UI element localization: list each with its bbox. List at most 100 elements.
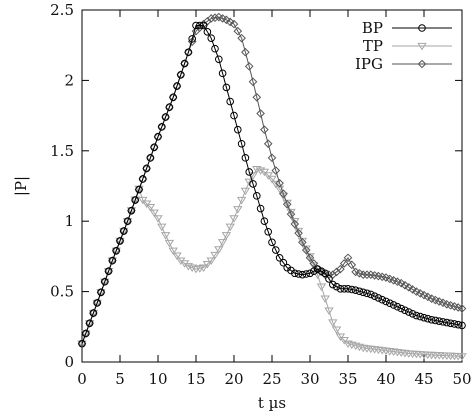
data-point <box>256 109 265 118</box>
data-point <box>423 292 433 302</box>
data-point <box>249 180 257 188</box>
data-point <box>424 314 432 323</box>
data-point <box>225 17 235 27</box>
data-point <box>145 203 156 212</box>
data-point <box>217 239 228 247</box>
data-point <box>85 319 94 328</box>
data-point <box>457 353 467 361</box>
data-point <box>199 21 208 30</box>
data-point <box>157 223 167 232</box>
x-tick-label: 35 <box>338 370 357 388</box>
data-point <box>214 246 224 254</box>
data-point <box>401 306 409 315</box>
data-point <box>111 247 121 256</box>
data-point <box>302 270 311 278</box>
data-point <box>153 215 163 223</box>
data-point <box>92 299 102 308</box>
data-point <box>267 153 277 163</box>
data-point <box>336 284 345 293</box>
data-point <box>363 289 371 298</box>
data-point <box>389 301 398 309</box>
data-point <box>343 340 353 349</box>
data-point <box>97 288 105 297</box>
data-point <box>298 270 307 279</box>
data-point <box>154 132 162 141</box>
data-point <box>230 111 238 120</box>
data-point <box>116 237 124 245</box>
data-point <box>245 168 253 176</box>
data-point <box>279 189 288 199</box>
data-point <box>272 246 280 254</box>
data-point <box>252 92 262 102</box>
series-layer <box>77 12 467 361</box>
data-point <box>260 217 269 225</box>
data-point <box>393 302 402 311</box>
data-point <box>123 217 132 225</box>
data-point <box>131 196 139 204</box>
data-point <box>271 166 281 175</box>
data-point <box>161 113 170 121</box>
data-point <box>255 167 266 175</box>
data-point <box>112 246 120 255</box>
x-tick-label: 50 <box>452 370 471 388</box>
data-point <box>96 289 106 297</box>
data-point <box>229 19 239 29</box>
data-point <box>260 125 269 134</box>
series-line <box>81 16 463 344</box>
data-point <box>206 14 216 23</box>
x-tick-label: 5 <box>115 370 125 388</box>
data-point <box>412 311 421 320</box>
data-point <box>252 192 261 200</box>
data-point <box>187 37 197 46</box>
data-point <box>439 318 447 326</box>
data-point <box>321 269 330 278</box>
data-point <box>150 143 158 152</box>
x-tick-label: 25 <box>262 370 281 388</box>
data-point <box>165 103 174 111</box>
data-point <box>450 320 459 328</box>
data-point <box>139 175 147 183</box>
data-point <box>237 33 246 43</box>
data-point <box>382 297 390 306</box>
data-point <box>417 59 427 69</box>
data-point <box>400 280 410 290</box>
axis-ticks: 0 5 10 15 20 25 30 35 40 45 50 0 0.5 1 1.5 2 2.5 <box>50 1 471 388</box>
data-point <box>305 253 315 263</box>
data-point <box>358 270 368 280</box>
data-point <box>241 154 250 162</box>
data-point <box>221 232 232 240</box>
data-point <box>188 35 196 43</box>
data-point <box>298 238 307 247</box>
data-point <box>226 97 234 106</box>
data-point <box>344 284 352 293</box>
data-point <box>454 320 463 329</box>
data-point <box>78 339 86 348</box>
data-point <box>237 139 246 148</box>
y-tick-label: 1 <box>64 212 74 230</box>
x-axis-label: t µs <box>258 394 286 412</box>
data-point <box>397 304 406 313</box>
data-point <box>313 265 322 273</box>
data-point <box>236 196 247 205</box>
data-point <box>339 259 349 268</box>
y-tick-label: 2.5 <box>50 1 74 19</box>
data-point <box>320 295 330 304</box>
data-point <box>222 83 231 92</box>
data-point <box>240 187 251 196</box>
data-point <box>458 321 466 330</box>
data-point <box>431 316 440 325</box>
data-point <box>427 315 436 324</box>
data-point <box>267 175 277 184</box>
data-point <box>350 342 361 351</box>
y-tick-label: 0 <box>64 353 74 371</box>
data-point <box>340 284 349 293</box>
data-point <box>275 178 284 188</box>
legend-label: BP <box>362 19 383 37</box>
data-point <box>210 13 220 23</box>
data-point <box>211 44 219 53</box>
data-point <box>309 259 319 268</box>
data-point <box>248 77 258 87</box>
data-point <box>244 178 254 187</box>
data-point <box>149 209 159 218</box>
